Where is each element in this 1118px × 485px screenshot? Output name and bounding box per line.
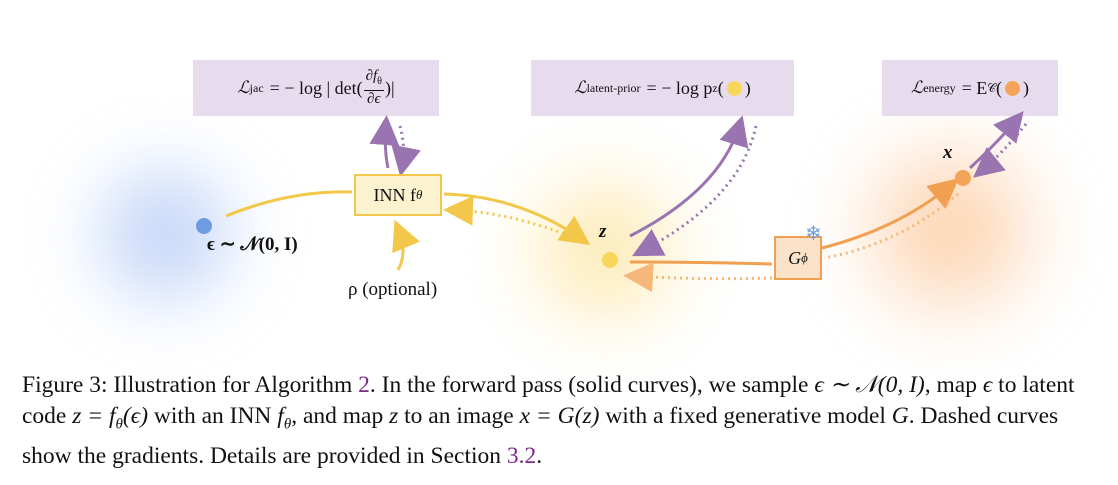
latent-prior-open-paren: ( — [717, 77, 724, 98]
energy-close-paren: ) — [1023, 77, 1030, 98]
caption-seg12: to an image — [398, 403, 520, 429]
caption-seg13: x = G(z) — [519, 403, 600, 429]
latent-prior-close-paren: ) — [744, 77, 751, 98]
caption-seg4: ϵ — [982, 372, 993, 398]
caption-seg5: to latent code — [22, 372, 1075, 429]
caption-seg17: . — [536, 442, 543, 469]
jac-loss-subscript: jac — [249, 80, 264, 95]
inn-to-jac-curve — [369, 115, 400, 169]
generator-label: G — [788, 247, 802, 268]
caption-seg8: with an INN — [148, 403, 278, 429]
z-label: z — [599, 221, 607, 242]
caption-seg3: , map — [924, 372, 983, 398]
energy-loss-rhs: = E — [961, 77, 988, 98]
epsilon-point — [196, 218, 212, 234]
latent-prior-loss-symbol: ℒ — [574, 78, 587, 98]
z-point — [602, 252, 618, 268]
latent-prior-loss-rhs: = − log p — [646, 77, 713, 98]
caption-seg1: . In the forward pass (solid curves), we… — [369, 372, 815, 398]
jac-loss-rhs: = − log | det( — [269, 77, 363, 98]
algorithm-link[interactable]: 2 — [358, 372, 370, 398]
snowflake-icon: ❄ — [805, 221, 822, 245]
energy-e-subscript: 𝒞 — [987, 80, 997, 95]
x-label: x — [943, 142, 953, 163]
caption-seg9: f — [277, 403, 284, 429]
caption-seg2: ϵ ∼ 𝒩(0, I) — [814, 372, 925, 398]
inn-label: INN f — [373, 184, 417, 205]
inn-subscript: θ — [416, 187, 423, 202]
image-distribution-blob — [820, 120, 1080, 340]
caption-seg16: . Dashed curves show the gradients. Deta… — [22, 403, 1059, 469]
x-point — [955, 170, 971, 186]
generator-to-z-gradient — [623, 262, 773, 293]
jac-frac-denominator: ∂ϵ — [367, 91, 381, 107]
latent-dot-icon — [726, 80, 742, 96]
jac-fraction: ∂fθ ∂ϵ — [363, 68, 384, 108]
z-to-generator-curve — [629, 260, 773, 266]
figure-caption: Figure 3: Illustration for Algorithm 2. … — [22, 370, 1092, 472]
inn-to-z-curve — [443, 192, 591, 246]
x-to-generator-gradient — [823, 192, 959, 260]
noise-distribution-blob — [60, 140, 270, 330]
generator-subscript: ϕ — [801, 250, 808, 265]
latent-distribution-blob — [490, 150, 720, 350]
flow-arrows — [196, 111, 1028, 293]
jac-frac-numerator-sub: θ — [377, 76, 382, 87]
caption-prefix: Figure 3: Illustration for Algorithm — [22, 372, 359, 398]
caption-seg9-sub: θ — [283, 416, 292, 433]
section-link[interactable]: 3.2 — [506, 442, 537, 469]
jac-loss-suffix: )| — [384, 77, 395, 98]
rho-to-inn-curve — [392, 219, 420, 271]
energy-open-paren: ( — [996, 77, 1003, 98]
energy-to-x-gradient — [973, 123, 1028, 178]
eps-to-inn-curve — [225, 190, 353, 218]
latent-prior-p-subscript: z — [712, 80, 718, 95]
generator-to-x-curve — [821, 178, 959, 250]
caption-seg6-sub: θ — [115, 416, 123, 433]
energy-loss-symbol: ℒ — [910, 78, 924, 98]
caption-seg10: , and map — [291, 403, 390, 429]
z-to-prior-curve — [629, 115, 749, 238]
jac-frac-numerator: ∂f — [365, 68, 378, 84]
caption-seg14: with a fixed generative model — [599, 403, 892, 429]
caption-seg11: z — [389, 403, 399, 429]
caption-seg7: (ϵ) — [122, 403, 149, 429]
epsilon-label: ϵ ∼ 𝒩(0, I) — [207, 234, 298, 255]
jac-to-inn-gradient — [391, 125, 421, 177]
z-to-inn-gradient — [443, 195, 576, 240]
latent-prior-loss-subscript: latent-prior — [586, 80, 641, 95]
energy-loss-subscript: energy — [923, 80, 956, 95]
jac-loss-symbol: ℒ — [237, 78, 250, 98]
image-dot-icon — [1005, 80, 1021, 96]
prior-to-z-gradient — [632, 125, 758, 257]
caption-seg15: G — [891, 403, 909, 429]
rho-label: ρ (optional) — [348, 279, 438, 300]
caption-seg6: z = f — [72, 403, 116, 429]
